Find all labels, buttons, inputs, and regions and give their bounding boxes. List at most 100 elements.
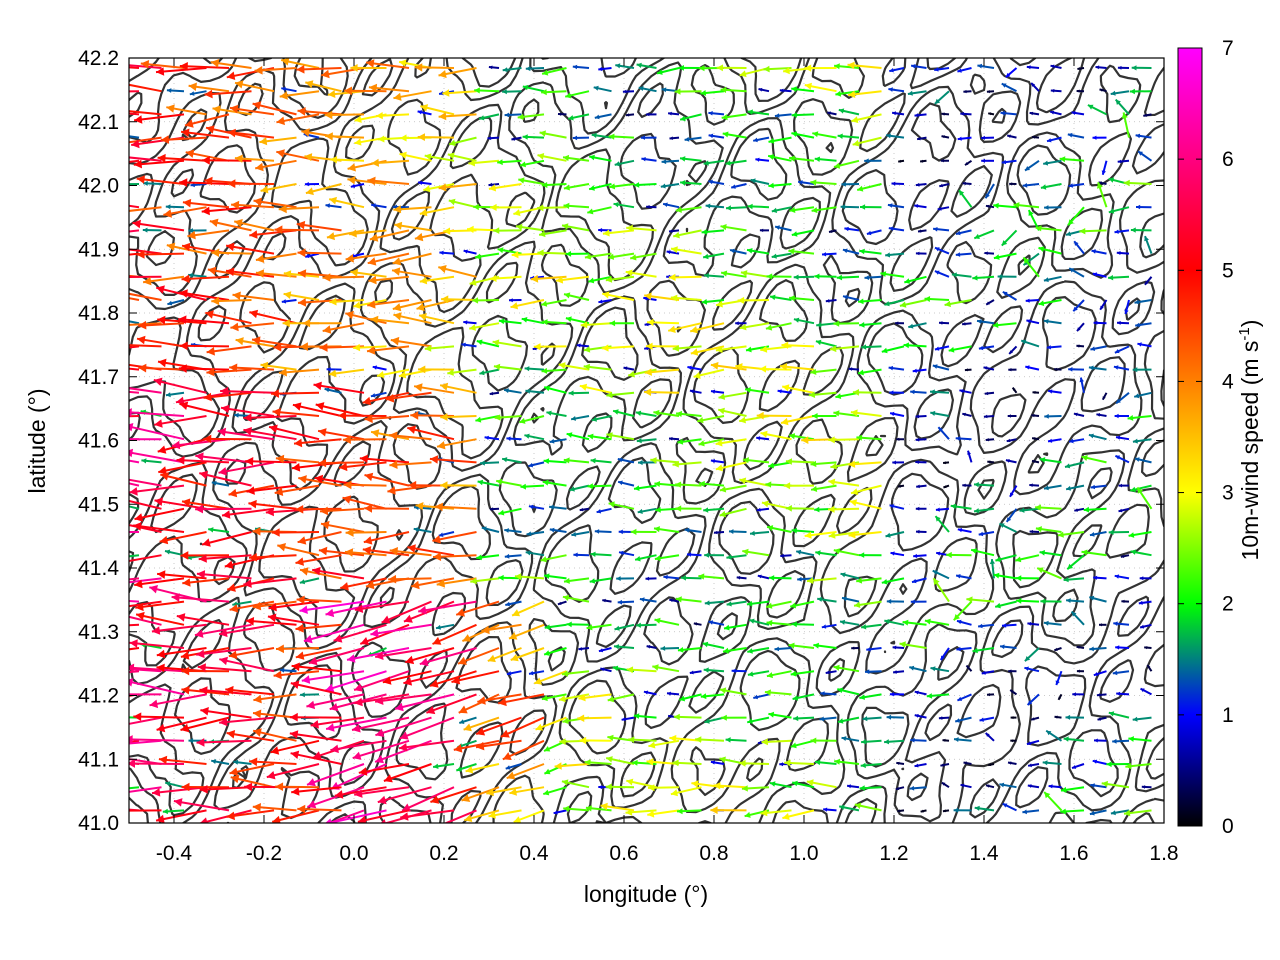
wind-vector-head	[252, 803, 261, 812]
wind-vector-head	[837, 718, 844, 724]
wind-vector-head	[753, 694, 758, 700]
wind-vector-head	[693, 372, 701, 379]
wind-vector-head	[789, 433, 796, 440]
wind-vector-head	[974, 508, 980, 514]
wind-vector-head	[544, 385, 550, 392]
wind-vector-head	[1144, 280, 1149, 285]
wind-vector-head	[930, 666, 936, 672]
wind-vector-head	[1035, 225, 1042, 232]
wind-vector	[136, 252, 185, 256]
wind-vector-head	[626, 778, 634, 786]
wind-vector-head	[389, 431, 398, 441]
wind-vector-head	[747, 248, 753, 254]
wind-vector-head	[672, 759, 679, 767]
wind-vector-head	[477, 696, 486, 705]
wind-vector-head	[935, 507, 940, 512]
wind-vector-head	[1050, 110, 1055, 115]
wind-vector-head	[418, 365, 426, 374]
wind-vector-head	[525, 388, 531, 394]
wind-vector-head	[149, 585, 158, 594]
wind-vector-head	[907, 90, 913, 96]
wind-vector-head	[669, 136, 673, 140]
wind-vector-head	[768, 182, 774, 189]
wind-vector	[129, 297, 140, 301]
wind-vector-head	[426, 706, 436, 715]
wind-vector-head	[895, 786, 900, 791]
wind-vector-head	[475, 253, 481, 260]
wind-vector-head	[433, 763, 439, 769]
wind-vector-head	[1138, 600, 1143, 605]
wind-vector-head	[986, 301, 990, 305]
wind-vector-head	[822, 252, 827, 257]
wind-vector-head	[345, 254, 354, 263]
wind-vector	[129, 411, 185, 417]
wind-vector-head	[403, 677, 413, 686]
wind-vector-head	[1008, 669, 1012, 673]
wind-vector-head	[563, 805, 570, 812]
wind-vector	[243, 428, 297, 441]
wind-vector-head	[915, 437, 920, 442]
wind-vector-head	[188, 738, 194, 744]
wind-vector-head	[302, 319, 311, 328]
wind-vector-head	[769, 781, 776, 787]
wind-vector-head	[339, 462, 348, 472]
x-tick-label: 1.8	[1149, 842, 1178, 865]
wind-vector-head	[815, 339, 822, 346]
wind-vector-head	[1077, 67, 1081, 71]
wind-vector-head	[558, 695, 566, 703]
wind-vector	[196, 647, 252, 656]
wind-vector-head	[1048, 389, 1053, 394]
wind-vector-head	[252, 601, 262, 611]
wind-vector	[225, 244, 275, 255]
wind-vector-head	[1027, 700, 1033, 705]
wind-vector	[181, 500, 230, 510]
wind-vector-head	[249, 553, 258, 562]
wind-vector-head	[1093, 672, 1099, 676]
wind-vector-head	[1000, 110, 1005, 116]
wind-vector-head	[789, 295, 795, 302]
wind-vector-head	[408, 480, 417, 490]
wind-vector-head	[380, 819, 386, 823]
wind-vector-head	[747, 109, 753, 115]
wind-vector-head	[488, 811, 496, 819]
x-tick-label: 0.8	[699, 842, 728, 865]
wind-vector-head	[367, 257, 377, 266]
wind-vector-head	[679, 695, 686, 702]
wind-vector-head	[381, 615, 391, 624]
wind-vector-head	[962, 181, 966, 186]
wind-vector-head	[438, 70, 447, 79]
wind-vector-head	[704, 718, 710, 724]
wind-vector-head	[1131, 65, 1137, 71]
wind-vector-head	[178, 315, 187, 324]
wind-vector	[154, 415, 207, 426]
wind-vector-head	[981, 670, 986, 675]
wind-vector-head	[1091, 249, 1096, 254]
wind-vector-head	[354, 683, 363, 692]
wind-vector-head	[721, 114, 728, 121]
wind-vector-head	[1141, 785, 1146, 789]
wind-vector-head	[333, 634, 343, 643]
wind-vector-head	[744, 811, 751, 818]
wind-vector-head	[278, 204, 287, 214]
wind-vector-head	[234, 219, 243, 228]
wind-vector-head	[607, 696, 615, 703]
wind-vector-head	[418, 180, 423, 185]
wind-vector-head	[513, 209, 521, 217]
wind-vector-head	[974, 233, 980, 239]
wind-vector-head	[1072, 692, 1076, 697]
wind-vector-head	[1108, 275, 1114, 281]
wind-vector-head	[1067, 132, 1073, 138]
wind-vector-head	[957, 136, 962, 141]
wind-vector-head	[300, 692, 305, 698]
wind-vector-head	[590, 551, 596, 557]
wind-vector-head	[814, 156, 820, 162]
wind-vector-head	[229, 604, 239, 613]
wind-vector-head	[385, 394, 395, 403]
wind-vector-head	[307, 778, 316, 787]
wind-vector-head	[182, 498, 191, 507]
wind-vector-head	[347, 654, 356, 663]
wind-vector	[155, 67, 207, 74]
wind-vector-head	[389, 547, 398, 556]
wind-vector	[403, 670, 455, 685]
wind-vector-head	[171, 440, 181, 450]
